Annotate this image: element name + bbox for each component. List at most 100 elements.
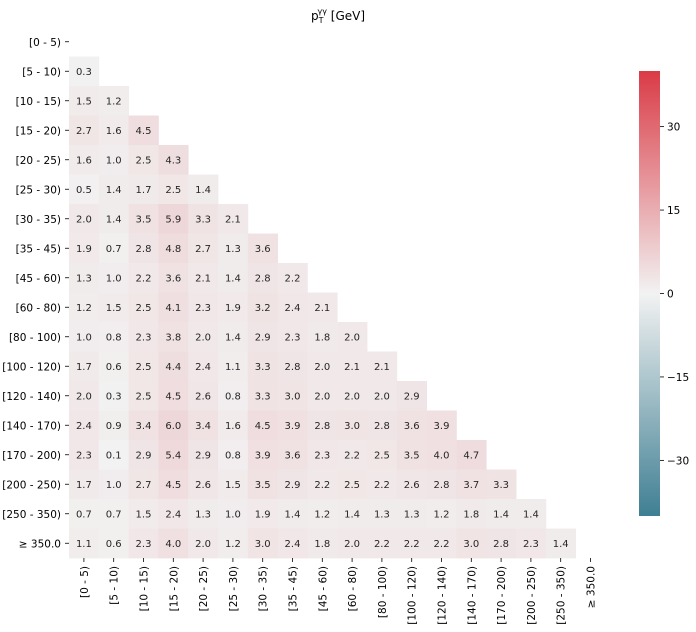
y-tick-label: [170 - 200) [2, 450, 61, 462]
cell-value-label: 1.0 [106, 155, 122, 166]
x-tick-label: [15 - 20) [168, 566, 180, 611]
cell-value-label: 1.2 [434, 509, 450, 520]
heatmap-cell [545, 528, 576, 559]
heatmap-cell [98, 204, 129, 234]
heatmap-cell [307, 292, 338, 323]
cell-value-label: 2.9 [404, 391, 420, 402]
heatmap-cell [307, 440, 338, 470]
cell-value-label: 2.5 [136, 303, 152, 314]
heatmap-cell [337, 351, 368, 382]
cell-value-label: 2.8 [255, 273, 271, 284]
heatmap-cell [128, 145, 159, 175]
heatmap-cell [188, 440, 219, 470]
heatmap-cell [277, 410, 308, 441]
cell-value-label: 1.5 [136, 509, 152, 520]
cell-value-label: 2.2 [314, 480, 330, 491]
heatmap-cell [158, 292, 189, 323]
cell-value-label: 0.8 [225, 450, 241, 461]
y-tick-label: ≥ 350.0 [19, 538, 61, 550]
cell-value-label: 4.1 [165, 303, 181, 314]
heatmap-cell [367, 410, 398, 441]
heatmap-cell [218, 440, 249, 470]
cell-value-label: 2.5 [136, 155, 152, 166]
cell-value-label: 1.0 [106, 273, 122, 284]
heatmap-cell [277, 440, 308, 470]
heatmap-cell [247, 351, 278, 382]
heatmap-cell [158, 469, 189, 500]
heatmap-cell [307, 351, 338, 382]
heatmap-cell [69, 233, 100, 264]
cell-value-label: 3.9 [255, 450, 271, 461]
heatmap-cell [158, 174, 189, 205]
cell-value-label: 1.2 [76, 303, 92, 314]
chart-title-sub: T [318, 16, 324, 25]
cell-value-label: 1.9 [255, 509, 271, 520]
chart-title-sup: γγ [317, 7, 327, 16]
heatmap-cell [367, 381, 398, 411]
cell-value-label: 4.0 [165, 539, 181, 550]
cell-value-label: 2.0 [76, 391, 92, 402]
cell-value-label: 0.6 [106, 362, 122, 373]
cell-value-label: 4.5 [136, 126, 152, 137]
cell-value-label: 1.4 [523, 509, 539, 520]
heatmap-cells: 0.3 1.5 1.2 2.7 1.6 4.5 1.6 1.0 2.5 4.3 0.5 1.4 1.7 2… [69, 56, 576, 559]
heatmap-cell [426, 469, 457, 500]
heatmap-cell [188, 233, 219, 264]
heatmap-cell [456, 499, 487, 529]
cell-value-label: 2.3 [195, 303, 211, 314]
heatmap-cell [337, 499, 368, 529]
heatmap-cell [218, 322, 249, 352]
heatmap-cell [69, 499, 100, 529]
cell-value-label: 3.7 [463, 480, 479, 491]
x-tick-label: [140 - 170) [466, 566, 478, 625]
heatmap-cell [188, 381, 219, 411]
y-tick-label: [15 - 20) [16, 125, 61, 137]
y-tick-label: [10 - 15) [16, 96, 61, 108]
heatmap-cell [98, 322, 129, 352]
heatmap-cell [307, 322, 338, 352]
heatmap-cell [396, 381, 427, 411]
cell-value-label: 3.6 [165, 273, 181, 284]
colorbar-tick-label: −15 [667, 372, 689, 384]
cell-value-label: 1.5 [106, 303, 122, 314]
heatmap-cell [218, 499, 249, 529]
cell-value-label: 2.2 [434, 539, 450, 550]
heatmap-cell [516, 528, 547, 559]
heatmap-cell [426, 440, 457, 470]
cell-value-label: 6.0 [165, 421, 181, 432]
heatmap-cell [277, 528, 308, 559]
heatmap-cell [337, 322, 368, 352]
heatmap-cell [307, 469, 338, 500]
cell-value-label: 1.8 [314, 332, 330, 343]
heatmap-cell [486, 469, 517, 500]
cell-value-label: 2.4 [165, 509, 181, 520]
heatmap-cell [247, 440, 278, 470]
y-tick-label: [20 - 25) [16, 155, 61, 167]
y-tick-label: [5 - 10) [22, 66, 61, 78]
cell-value-label: 1.1 [76, 539, 92, 550]
heatmap-cell [128, 292, 159, 323]
heatmap-cell [128, 499, 159, 529]
cell-value-label: 0.8 [225, 391, 241, 402]
heatmap-cell [158, 233, 189, 264]
cell-value-label: 1.6 [106, 126, 122, 137]
cell-value-label: 2.8 [374, 421, 390, 432]
heatmap-cell [69, 410, 100, 441]
x-tick-label: [250 - 350) [556, 566, 568, 625]
heatmap-cell [307, 381, 338, 411]
heatmap-cell [188, 204, 219, 234]
x-tick-label: [35 - 45) [288, 566, 300, 611]
cell-value-label: 4.3 [165, 155, 181, 166]
y-tick-label: [140 - 170) [2, 420, 61, 432]
cell-value-label: 0.7 [76, 509, 92, 520]
cell-value-label: 2.1 [344, 362, 360, 373]
cell-value-label: 0.6 [106, 539, 122, 550]
cell-value-label: 1.8 [463, 509, 479, 520]
cell-value-label: 1.4 [225, 273, 241, 284]
colorbar-gradient [639, 71, 660, 516]
heatmap-cell [516, 499, 547, 529]
cell-value-label: 2.1 [195, 273, 211, 284]
cell-value-label: 3.2 [255, 303, 271, 314]
y-tick-label: [30 - 35) [16, 214, 61, 226]
